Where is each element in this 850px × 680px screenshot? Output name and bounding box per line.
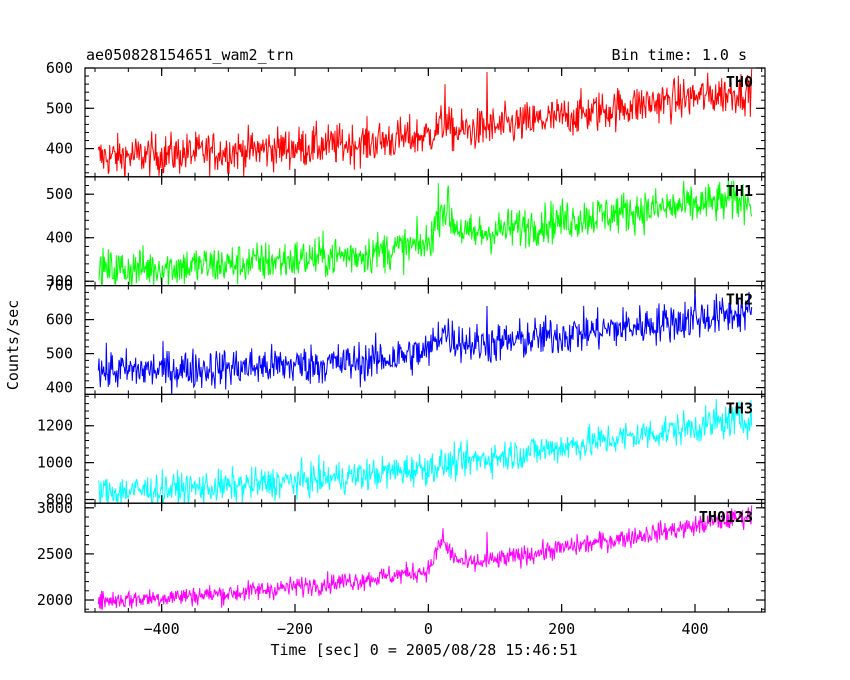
y-tick-label: 400 xyxy=(46,140,73,158)
series-line-th0123 xyxy=(97,505,753,610)
y-tick-label: 600 xyxy=(46,311,73,329)
series-label-th0123: TH0123 xyxy=(699,508,753,526)
series-label-th2: TH2 xyxy=(726,291,753,309)
x-tick-label: 200 xyxy=(548,620,575,638)
series-line-th0 xyxy=(97,68,753,177)
panel-th2: 400 500 600 700 TH2 xyxy=(46,277,766,397)
series-line-th2 xyxy=(97,285,753,395)
series-label-th0: TH0 xyxy=(726,73,753,91)
series-label-th3: TH3 xyxy=(726,399,753,417)
y-tick-label: 400 xyxy=(46,379,73,397)
chart-title: ae050828154651_wam2_trn xyxy=(86,46,294,64)
y-tick-label: 3000 xyxy=(37,499,73,517)
y-tick-label: 800 xyxy=(46,491,73,509)
y-tick-label: 500 xyxy=(46,345,73,363)
y-tick-label: 1000 xyxy=(37,454,73,472)
x-tick-label: −400 xyxy=(144,620,180,638)
series-line-th3 xyxy=(97,398,753,504)
y-tick-label: 700 xyxy=(46,277,73,295)
x-axis-label: Time [sec] 0 = 2005/08/28 15:46:51 xyxy=(270,641,577,659)
bin-time-label: Bin time: 1.0 s xyxy=(612,46,747,64)
series-label-th1: TH1 xyxy=(726,182,753,200)
y-tick-label: 500 xyxy=(46,99,73,117)
y-tick-label: 400 xyxy=(46,229,73,247)
panel-th0: 400 500 600 TH0 xyxy=(46,59,766,178)
panel-th3: 800 1000 1200 TH3 xyxy=(37,393,766,509)
series-line-th1 xyxy=(98,178,753,286)
panel-frame xyxy=(84,67,766,178)
x-axis: −400 −200 0 200 400 xyxy=(144,620,709,638)
y-tick-label: 2000 xyxy=(37,591,73,609)
y-axis-label: Counts/sec xyxy=(4,300,22,390)
y-tick-label: 500 xyxy=(46,185,73,203)
y-tick-label: 300 xyxy=(46,272,73,290)
panel-th1: 300 400 500 TH1 xyxy=(46,176,766,290)
x-tick-label: 400 xyxy=(681,620,708,638)
x-tick-label: 0 xyxy=(424,620,433,638)
panel-frame xyxy=(84,502,766,613)
x-tick-label: −200 xyxy=(277,620,313,638)
panel-frame xyxy=(84,393,766,504)
y-tick-label: 600 xyxy=(46,59,73,77)
y-tick-label: 2500 xyxy=(37,545,73,563)
panel-th0123: 2000 2500 3000 TH0123 xyxy=(37,499,766,613)
y-tick-label: 1200 xyxy=(37,417,73,435)
panels-group: 400 500 600 TH0 300 400 500 TH1 400 500 600 700 TH2 8… xyxy=(37,59,766,613)
